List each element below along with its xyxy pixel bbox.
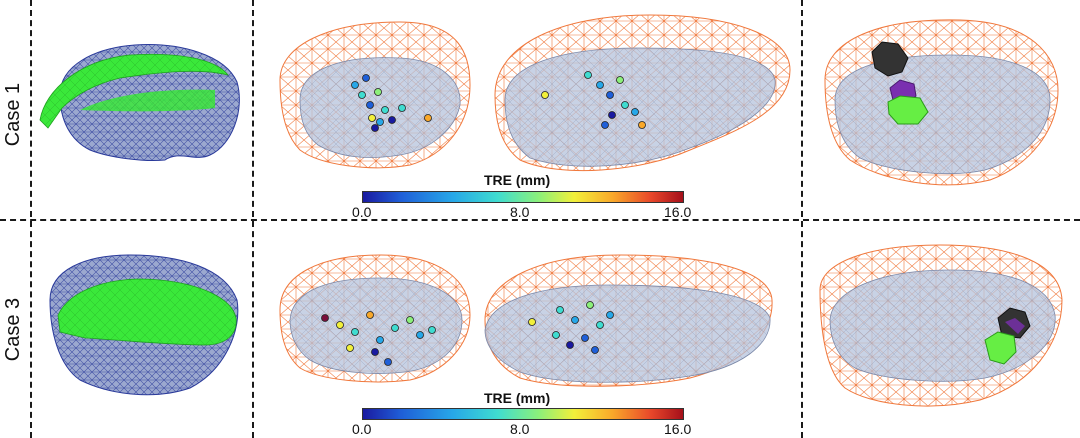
colorbar-title: TRE (mm): [484, 172, 551, 188]
colorbar-tick-min: 0.0: [352, 421, 372, 437]
colorbar-gradient: [362, 408, 684, 420]
colorbar-tick-max: 16.0: [664, 421, 692, 437]
colorbar-gradient: [362, 191, 684, 203]
colorbar-tick-min: 0.0: [352, 204, 372, 220]
case1-tre-view-a: [279, 21, 471, 169]
case1-initial-alignment: [39, 44, 240, 161]
case3-initial-alignment: [49, 254, 239, 396]
case3-tumor-overlay: [819, 244, 1063, 407]
tre-markers-case3: [321, 301, 614, 366]
tre-markers-case1: [351, 71, 646, 132]
case3-tre-view-b: [484, 254, 773, 387]
case1-tre-view-b: [494, 14, 791, 172]
grid-divider-horizontal: [0, 219, 1080, 221]
colorbar-tick-mid: 8.0: [510, 421, 530, 437]
colorbar-tick-max: 16.0: [664, 204, 692, 220]
case1-tumor-overlay: [824, 19, 1059, 186]
colorbar-tick-mid: 8.0: [510, 204, 530, 220]
colorbar-title: TRE (mm): [484, 390, 551, 406]
case3-tre-view-a: [279, 254, 471, 383]
